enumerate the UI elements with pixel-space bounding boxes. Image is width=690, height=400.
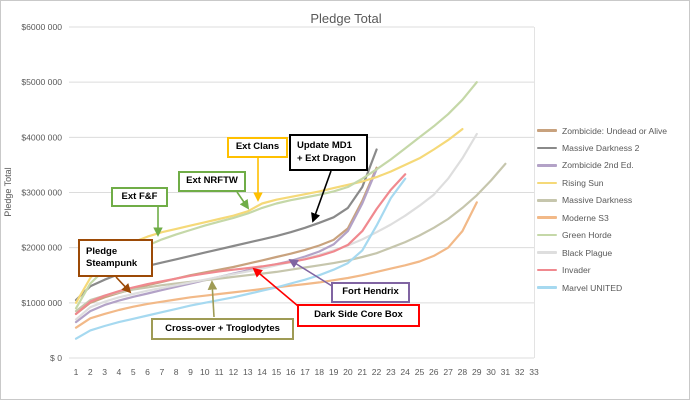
y-tick-label: $4000 000	[21, 132, 62, 142]
x-tick-label: 26	[429, 367, 439, 377]
x-tick-label: 33	[529, 367, 539, 377]
legend: Zombicide: Undead or Alive Massive Darkne…	[535, 1, 689, 399]
x-tick-label: 28	[458, 367, 468, 377]
series-line-black-plague	[74, 132, 478, 321]
legend-item-green-horde: Green Horde	[537, 229, 612, 241]
x-tick-label: 31	[501, 367, 511, 377]
x-tick-label: 29	[472, 367, 482, 377]
annotation-arrow-pledge-steampunk	[115, 276, 132, 294]
legend-swatch	[537, 251, 557, 254]
legend-label: Invader	[562, 265, 591, 276]
annotation-crossover-troglodytes: Cross-over + Troglodytes	[151, 318, 294, 340]
chart-title: Pledge Total	[310, 11, 382, 26]
x-tick-label: 11	[215, 367, 224, 377]
y-tick-label: $ 0	[50, 353, 62, 363]
x-tick-label: 2	[88, 367, 93, 377]
legend-swatch	[537, 199, 557, 202]
x-tick-label: 4	[117, 367, 122, 377]
annotation-ext-clans: Ext Clans	[227, 137, 288, 158]
x-tick-label: 25	[415, 367, 425, 377]
annotation-ext-nrftw: Ext NRFTW	[178, 171, 246, 192]
legend-item-moderne-s3: Moderne S3	[537, 212, 609, 224]
legend-swatch	[537, 129, 557, 132]
legend-swatch	[537, 233, 557, 237]
annotation-ext-ff: Ext F&F	[111, 187, 168, 207]
legend-label: Massive Darkness 2	[562, 142, 640, 153]
x-tick-label: 7	[159, 367, 164, 377]
x-tick-label: 30	[486, 367, 496, 377]
y-tick-label: $6000 000	[21, 22, 62, 32]
legend-item-massive-darkness: Massive Darkness	[537, 194, 632, 206]
x-tick-label: 22	[372, 367, 382, 377]
x-tick-label: 13	[243, 367, 253, 377]
legend-swatch	[537, 286, 557, 289]
x-tick-label: 18	[315, 367, 325, 377]
y-tick-label: $3000 000	[21, 187, 62, 197]
series-line-massive-darkness	[74, 162, 507, 313]
legend-label: Moderne S3	[562, 212, 609, 223]
x-tick-label: 6	[145, 367, 150, 377]
legend-swatch	[537, 164, 557, 167]
legend-label: Green Horde	[562, 230, 612, 241]
legend-item-marvel-united: Marvel UNITED	[537, 282, 622, 294]
legend-item-rising-sun: Rising Sun	[537, 177, 604, 189]
x-tick-label: 19	[329, 367, 339, 377]
x-tick-label: 24	[400, 367, 410, 377]
y-tick-label: $2000 000	[21, 243, 62, 253]
x-tick-label: 1	[74, 367, 79, 377]
legend-item-zombicide-2nd-ed-: Zombicide 2nd Ed.	[537, 159, 634, 171]
annotation-arrow-dark-side-core-box	[252, 267, 299, 307]
legend-item-zombicide-undead-or-alive: Zombicide: Undead or Alive	[537, 125, 667, 137]
x-tick-label: 5	[131, 367, 136, 377]
annotation-update-md1: Update MD1 + Ext Dragon	[289, 134, 368, 171]
legend-label: Black Plague	[562, 247, 613, 258]
annotation-fort-hendrix: Fort Hendrix	[331, 282, 410, 303]
x-tick-label: 16	[286, 367, 296, 377]
legend-item-black-plague: Black Plague	[537, 247, 612, 259]
x-tick-label: 20	[343, 367, 353, 377]
y-tick-label: $5000 000	[21, 77, 62, 87]
legend-label: Rising Sun	[562, 177, 604, 188]
x-tick-label: 17	[300, 367, 310, 377]
legend-label: Massive Darkness	[562, 195, 633, 206]
x-tick-label: 12	[229, 367, 239, 377]
legend-swatch	[537, 181, 557, 185]
annotation-arrow-update-md1	[311, 170, 332, 223]
x-tick-label: 14	[257, 367, 267, 377]
legend-item-massive-darkness-2: Massive Darkness 2	[537, 142, 639, 154]
x-tick-label: 21	[357, 367, 367, 377]
x-tick-label: 23	[386, 367, 396, 377]
series-line-marvel-united	[74, 177, 407, 340]
annotation-arrow-crossover-troglodytes	[207, 280, 218, 318]
x-tick-label: 27	[443, 367, 453, 377]
x-tick-label: 8	[174, 367, 179, 377]
x-tick-label: 32	[515, 367, 525, 377]
annotation-pledge-steampunk: Pledge Steampunk	[78, 239, 153, 277]
legend-label: Zombicide: Undead or Alive	[562, 125, 668, 136]
legend-swatch	[537, 216, 557, 220]
x-tick-label: 3	[102, 367, 107, 377]
legend-item-invader: Invader	[537, 264, 591, 276]
legend-label: Zombicide 2nd Ed.	[562, 160, 634, 171]
annotation-arrow-ext-nrftw	[236, 191, 250, 210]
legend-swatch	[537, 146, 557, 150]
annotation-dark-side-core-box: Dark Side Core Box	[297, 304, 420, 327]
annotation-arrow-fort-hendrix	[288, 258, 333, 287]
x-tick-label: 9	[188, 367, 193, 377]
x-tick-label: 10	[200, 367, 210, 377]
y-tick-label: $1000 000	[21, 298, 62, 308]
legend-label: Marvel UNITED	[562, 282, 623, 293]
x-tick-label: 15	[272, 367, 282, 377]
legend-swatch	[537, 268, 557, 272]
